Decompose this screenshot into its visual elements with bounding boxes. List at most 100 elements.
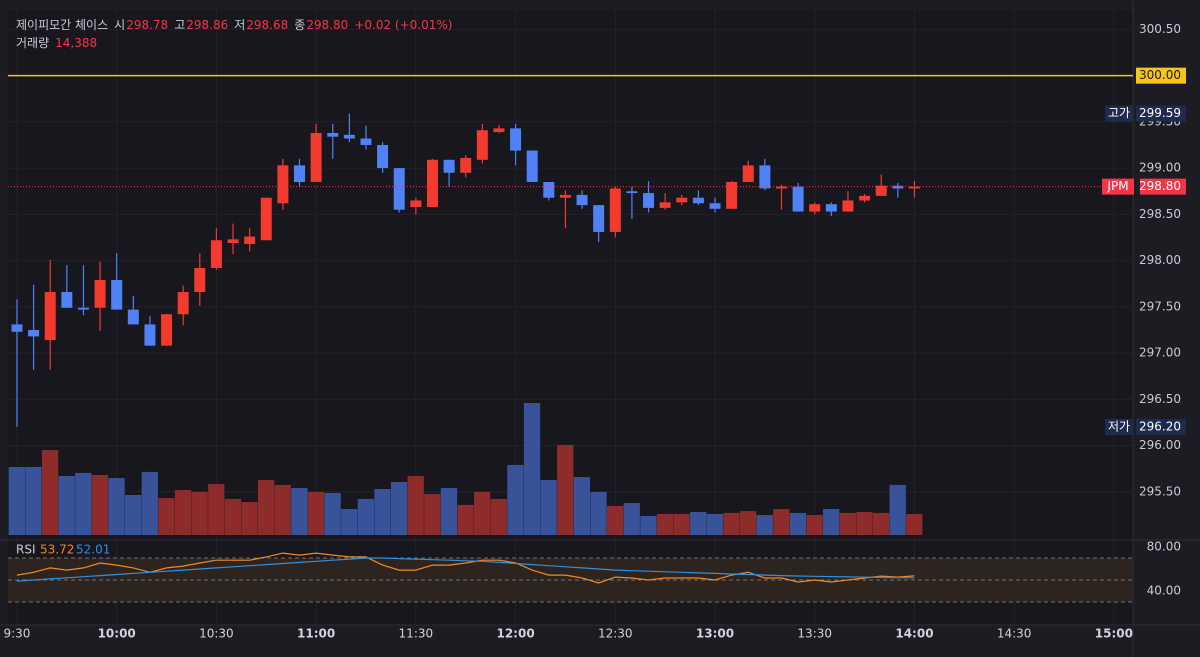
annotation-box [1136,419,1186,436]
volume-bar [158,498,175,535]
x-tick-label: 10:00 [98,627,136,641]
y-tick-label: 298.00 [1139,253,1181,267]
volume-bar [291,487,308,535]
candle-body [360,138,372,146]
candle-body [11,324,23,332]
volume-bar [690,511,707,535]
volume-bar [590,491,607,535]
volume-bar [789,512,807,535]
volume-bar [606,505,624,535]
annotation-label: 299.59 [1139,106,1181,120]
volume-label: 거래량 [16,36,50,50]
volume-bar [357,498,374,535]
volume-bar [457,504,474,535]
volume-bar [872,512,890,535]
candle-body [77,307,89,310]
high-label: 고 [174,18,186,32]
volume-bar [208,484,225,535]
volume-bar [324,492,341,535]
price-tag-name-box [1102,178,1134,195]
volume-bar [640,516,657,535]
y-tick-label: 297.50 [1139,299,1181,313]
candle-body [709,203,721,209]
candle-body [443,159,455,173]
candle-body [742,165,754,182]
volume-bar [557,444,574,535]
candle-body [210,240,222,268]
candle-body [908,186,920,189]
volume-bar [224,498,242,535]
rsi-value: 52.01 [76,543,110,557]
close-label: 종 [294,18,306,32]
annotation-name-box [1105,105,1133,122]
candle-body [460,157,472,173]
volume-bar [58,476,75,535]
y-tick-label: 296.00 [1139,438,1181,452]
candle-body [559,194,571,198]
candle-body [144,324,156,346]
x-tick-label: 10:30 [199,627,234,641]
high-value: 298.86 [186,18,229,32]
rsi-tick-label: 40.00 [1147,584,1181,598]
candle-body [127,309,139,325]
volume-bar [623,503,640,535]
header-line: 제이피모간 체이스 시298.78 고298.86 저298.68 종298.80 +0.… [16,16,458,34]
price-tag-label: 298.80 [1139,179,1181,193]
volume-bar [91,474,109,535]
volume-bar [75,472,92,535]
change: +0.02 (+0.01%) [354,18,453,32]
annotation-name-box [1105,419,1133,436]
low-value: 298.68 [246,18,289,32]
annotation-box [1136,105,1186,122]
volume-bar [41,450,59,535]
x-tick-label: 11:00 [297,627,335,641]
candle-body [227,239,239,244]
volume-bar [706,513,724,535]
annotation-label: 296.20 [1139,420,1181,434]
candle-body [426,159,438,207]
volume-bar [573,477,591,535]
candle-body [859,195,871,201]
candle-body [775,186,787,189]
volume-bar [407,476,424,535]
candle-body [161,314,173,346]
x-tick-label: 13:30 [797,627,832,641]
rsi-title: RSI [16,543,36,557]
volume-bar [656,513,674,535]
header: 제이피모간 체이스 시298.78 고298.86 저298.68 종298.80 +0.… [16,16,458,52]
candle-body [643,193,655,208]
candle-body [792,186,804,212]
candle-body [476,130,488,160]
candle-body [875,185,887,196]
candle-body [543,181,555,198]
volume-bar [174,490,192,535]
volume-bar [823,509,840,535]
candle-body [892,185,904,189]
volume-bar [756,514,773,535]
candle-body [809,204,821,212]
candle-body [177,292,189,315]
candle-body [726,181,738,209]
x-tick-label: 11:30 [399,627,434,641]
candle-body [659,202,671,208]
volume-bar [723,512,740,535]
candle-body [825,204,837,212]
candle-body [526,150,538,182]
y-tick-label: 300.50 [1139,22,1181,36]
candle-body [61,292,73,308]
volume-bar [673,513,690,535]
y-tick-label: 297.00 [1139,346,1181,360]
candle-body [277,165,289,204]
candle-body [759,165,771,189]
candle-body [377,145,389,169]
volume-bar [374,489,391,535]
volume-bar [739,511,757,535]
volume-bar [906,513,923,535]
annotation-name: 고가 [1108,106,1130,120]
x-tick-label: 15:00 [1095,627,1133,641]
candle-body [692,197,704,204]
candle-body [310,132,322,182]
rsi-tick-label: 80.00 [1147,540,1181,554]
rsi-value: 53.72 [40,543,74,557]
